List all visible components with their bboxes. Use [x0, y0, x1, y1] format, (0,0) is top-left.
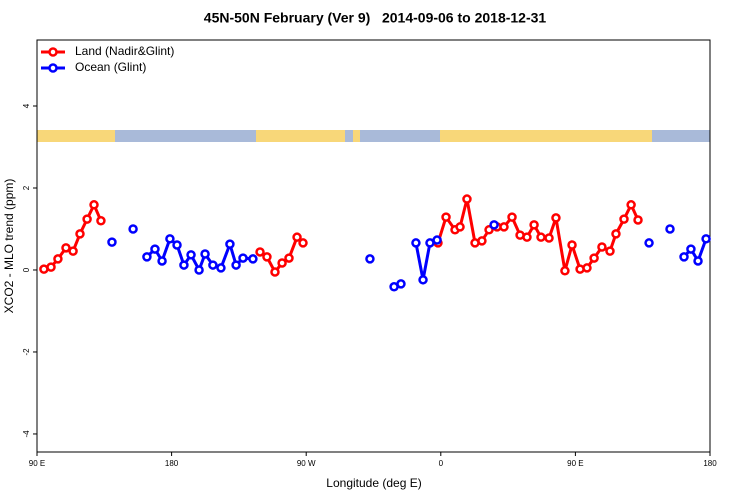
data-point	[365, 254, 375, 264]
legend-label: Land (Nadir&Glint)	[75, 44, 174, 58]
y-tick-label: 2	[22, 185, 31, 190]
data-point	[298, 238, 308, 248]
data-point	[208, 260, 218, 270]
data-point	[605, 246, 615, 256]
legend-marker	[48, 63, 58, 73]
data-point	[499, 222, 509, 232]
data-point	[277, 258, 287, 268]
data-point	[551, 213, 561, 223]
data-point	[432, 235, 442, 245]
map-strip	[37, 130, 710, 142]
y-axis-label: XCO2 - MLO trend (ppm)	[2, 179, 16, 314]
data-point	[679, 252, 689, 262]
data-point	[96, 216, 106, 226]
data-point	[255, 247, 265, 257]
chart-title: 45N-50N February (Ver 9) 2014-09-06 to 2…	[204, 10, 547, 26]
data-point	[172, 240, 182, 250]
ocean-strip	[652, 130, 710, 142]
legend-label: Ocean (Glint)	[75, 60, 146, 74]
data-point	[633, 215, 643, 225]
y-tick-label: 0	[22, 267, 31, 272]
data-point	[489, 220, 499, 230]
legend-marker	[48, 47, 58, 57]
data-point	[179, 260, 189, 270]
data-point	[248, 254, 258, 264]
data-point	[157, 256, 167, 266]
x-tick-label: 90 E	[567, 459, 583, 468]
data-point	[665, 224, 675, 234]
data-point	[686, 244, 696, 254]
data-point	[455, 222, 465, 232]
data-point	[216, 263, 226, 273]
data-point	[270, 267, 280, 277]
x-tick-label: 180	[703, 459, 717, 468]
data-point	[701, 234, 711, 244]
y-tick-label: 4	[22, 103, 31, 108]
data-point	[644, 238, 654, 248]
x-tick-label: 90 W	[297, 459, 316, 468]
x-tick-label: 0	[439, 459, 444, 468]
data-point	[225, 239, 235, 249]
data-point	[693, 256, 703, 266]
data-point	[82, 214, 92, 224]
data-point	[284, 253, 294, 263]
data-point	[626, 200, 636, 210]
ocean-strip	[115, 130, 256, 142]
data-point	[200, 249, 210, 259]
x-axis-label: Longitude (deg E)	[326, 476, 421, 490]
data-point	[462, 194, 472, 204]
data-point	[89, 200, 99, 210]
data-point	[597, 242, 607, 252]
data-point	[582, 263, 592, 273]
data-point	[107, 237, 117, 247]
data-point	[186, 250, 196, 260]
data-point	[619, 214, 629, 224]
y-tick-label: -2	[22, 348, 31, 356]
data-point	[46, 262, 56, 272]
data-point	[589, 253, 599, 263]
x-tick-label: 90 E	[29, 459, 45, 468]
ocean-strip	[360, 130, 440, 142]
data-point	[418, 275, 428, 285]
data-point	[68, 246, 78, 256]
data-point	[75, 229, 85, 239]
plot-frame	[36, 39, 711, 453]
data-point	[544, 233, 554, 243]
data-point	[165, 234, 175, 244]
data-point	[522, 232, 532, 242]
data-point	[128, 224, 138, 234]
ocean-strip	[345, 130, 353, 142]
data-point	[529, 220, 539, 230]
data-point	[142, 252, 152, 262]
data-point	[611, 229, 621, 239]
data-point	[292, 232, 302, 242]
data-point	[567, 240, 577, 250]
y-tick-label: -4	[22, 430, 31, 438]
data-point	[441, 212, 451, 222]
data-point	[507, 212, 517, 222]
data-point	[396, 279, 406, 289]
data-point	[560, 266, 570, 276]
data-point	[477, 236, 487, 246]
data-point	[231, 260, 241, 270]
data-point	[536, 232, 546, 242]
x-tick-label: 180	[165, 459, 179, 468]
data-point	[53, 254, 63, 264]
data-point	[194, 265, 204, 275]
data-point	[411, 238, 421, 248]
data-point	[262, 252, 272, 262]
data-point	[61, 243, 71, 253]
data-point	[238, 253, 248, 263]
data-point	[150, 244, 160, 254]
